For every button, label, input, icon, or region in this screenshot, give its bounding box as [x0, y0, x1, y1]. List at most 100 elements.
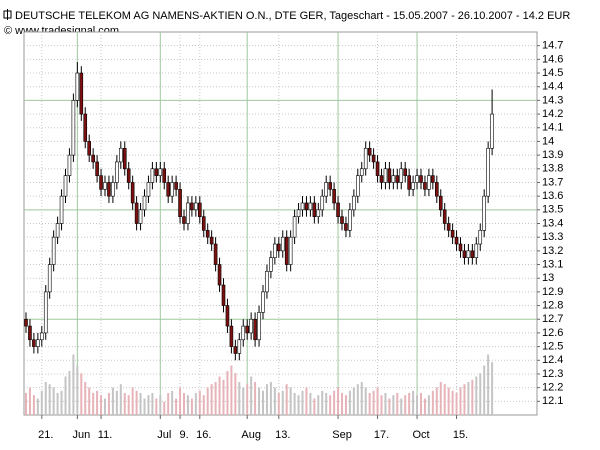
candle-down [336, 202, 340, 217]
y-tick-label: 13.4 [542, 217, 563, 229]
candle-up [158, 168, 163, 176]
y-tick-label: 14.4 [542, 81, 563, 93]
volume-bar [313, 398, 316, 415]
volume-bar [289, 387, 292, 415]
candle-down [371, 154, 376, 163]
candle-up [482, 195, 487, 231]
volume-bar [119, 384, 122, 415]
candle-up [288, 236, 293, 265]
volume-bar [344, 395, 347, 415]
candle-down [99, 175, 103, 190]
candle-down [217, 264, 222, 286]
volume-bar [111, 387, 114, 415]
volume-bar [285, 384, 288, 415]
candle-down [462, 250, 467, 258]
volume-bar [159, 395, 162, 415]
volume-bar [72, 354, 75, 415]
candle-up [150, 168, 155, 183]
y-tick-label: 12.4 [542, 354, 563, 366]
candle-down [379, 175, 384, 183]
volume-bar [198, 390, 201, 415]
y-tick-label: 14.2 [542, 108, 563, 120]
candle-up [316, 209, 321, 217]
candle-up [411, 182, 415, 190]
candle-down [454, 236, 459, 245]
candle-up [300, 202, 305, 211]
y-tick-label: 12.9 [542, 286, 563, 298]
x-tick-label: Oct [412, 429, 429, 441]
candle-up [71, 100, 76, 156]
volume-bar [420, 393, 422, 415]
candle-up [142, 195, 147, 211]
volume-bar [273, 387, 276, 415]
volume-bar [88, 387, 91, 415]
y-tick-label: 13 [542, 272, 554, 284]
candle-down [253, 318, 257, 341]
candle-down [367, 147, 372, 156]
candle-up [237, 339, 242, 354]
volume-bar [384, 393, 387, 415]
volume-bar [447, 387, 450, 415]
candle-down [122, 147, 127, 170]
candle-down [419, 175, 423, 183]
candle-down [442, 209, 447, 224]
volume-bar [356, 384, 359, 415]
volume-bar [372, 390, 375, 415]
volume-bar [400, 398, 403, 415]
candle-up [257, 312, 261, 341]
volume-bar [84, 382, 87, 415]
volume-bar [163, 401, 166, 415]
candle-down [450, 230, 455, 238]
y-tick-label: 12.1 [542, 395, 563, 407]
volume-bar [230, 365, 233, 415]
volume-bar [471, 379, 474, 415]
volume-bar [301, 390, 304, 415]
volume-bar [479, 373, 482, 415]
volume-bar [190, 398, 193, 415]
volume-bar [435, 387, 438, 415]
candle-down [205, 230, 210, 238]
candle-up [486, 147, 490, 197]
candle-down [162, 168, 167, 183]
candle-down [198, 202, 202, 217]
volume-bar [305, 387, 308, 415]
volume-bar [475, 376, 478, 415]
volume-bar [123, 393, 126, 415]
volume-bar [115, 390, 118, 415]
candle-down [312, 202, 317, 217]
y-tick-label: 14.5 [542, 67, 563, 79]
volume-bar [459, 387, 462, 415]
y-tick-label: 12.3 [542, 368, 563, 380]
volume-bar [352, 387, 355, 415]
candle-down [284, 236, 289, 265]
volume-bar [277, 393, 280, 415]
volume-bar [364, 387, 367, 415]
candle-up [352, 195, 356, 211]
candle-down [221, 284, 226, 306]
candle-up [415, 175, 419, 183]
x-tick-label: 15. [453, 429, 468, 441]
volume-bar [80, 373, 83, 415]
volume-bar [321, 390, 324, 415]
candle-up [36, 339, 40, 347]
plot-area [23, 31, 538, 416]
candle-up [383, 168, 388, 183]
candle-down [403, 168, 408, 176]
candle-down [225, 305, 230, 327]
y-tick-label: 13.2 [542, 245, 563, 257]
y-tick-label: 12.5 [542, 341, 563, 353]
volume-bar [467, 382, 470, 415]
volume-bar [404, 395, 407, 415]
x-tick-label: Jul [157, 429, 171, 441]
candle-up [427, 175, 431, 190]
y-tick-label: 12.8 [542, 299, 563, 311]
candle-down [431, 175, 435, 183]
volume-bar [333, 390, 336, 415]
candle-up [391, 175, 396, 183]
candle-up [119, 147, 123, 163]
candle-up [47, 264, 52, 293]
candle-up [111, 182, 115, 197]
volume-bar [175, 398, 178, 415]
candle-up [363, 147, 368, 170]
candle-up [39, 332, 44, 341]
